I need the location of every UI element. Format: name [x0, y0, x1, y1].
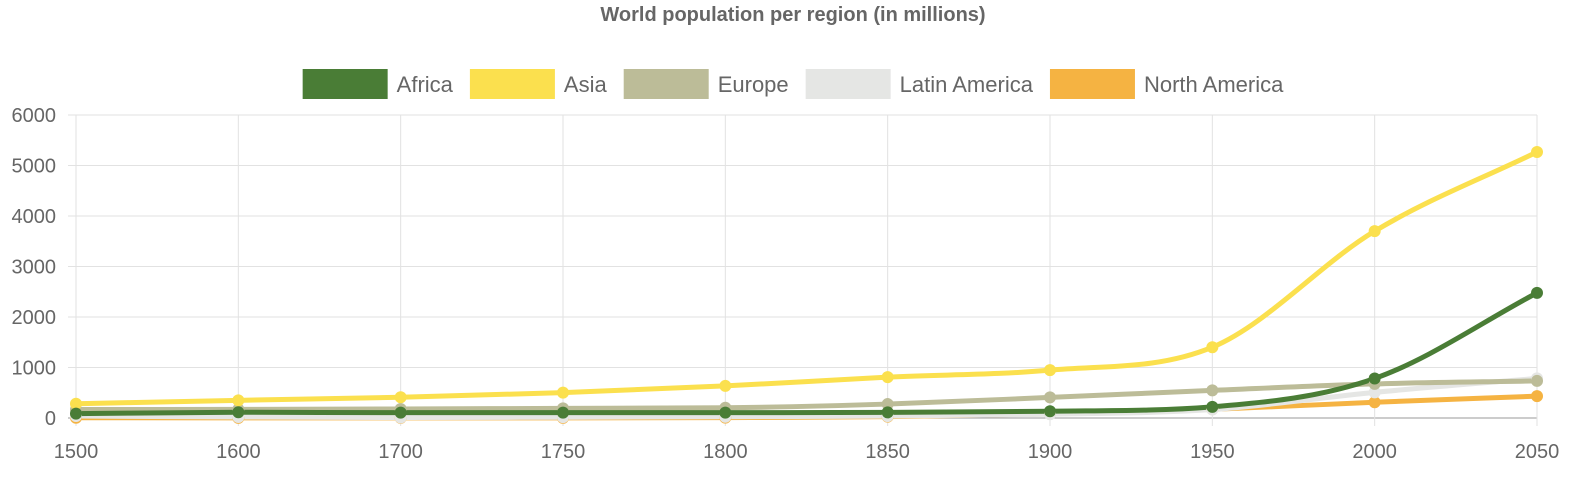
legend-item-latin-america[interactable]: Latin America [805, 69, 1034, 99]
data-point-asia-2050 [1531, 146, 1543, 159]
legend-item-europe[interactable]: Europe [623, 69, 789, 99]
legend-label-europe: Europe [718, 72, 789, 97]
data-point-asia-1750 [557, 386, 569, 399]
y-tick-label: 2000 [12, 307, 57, 329]
legend[interactable]: Africa Asia Europe Latin America North Ameri… [302, 69, 1284, 99]
data-point-africa-1750 [557, 406, 569, 419]
legend-label-asia: Asia [564, 72, 608, 97]
x-tick-label: 1700 [378, 441, 423, 463]
x-tick-label: 2050 [1515, 441, 1560, 463]
data-point-africa-1600 [232, 406, 245, 419]
y-tick-label: 5000 [12, 156, 57, 178]
data-point-latin-america-2000 [1368, 386, 1381, 399]
legend-label-africa: Africa [397, 72, 454, 97]
data-point-asia-1600 [232, 394, 245, 407]
series-line-latin-america [73, 375, 1540, 420]
data-point-africa-2000 [1368, 372, 1381, 385]
legend-swatch-europe [623, 69, 709, 99]
legend-label-north-america: North America [1144, 72, 1284, 97]
y-tick-label: 1000 [12, 358, 57, 380]
data-point-africa-1700 [394, 406, 407, 419]
data-point-africa-1850 [881, 406, 894, 419]
legend-label-latin-america: Latin America [900, 72, 1034, 97]
x-tick-label: 1500 [54, 441, 99, 463]
data-point-europe-1900 [1044, 391, 1056, 404]
chart-title: World population per region (in millions… [600, 4, 986, 26]
y-tick-label: 3000 [12, 257, 57, 279]
legend-swatch-africa [302, 69, 388, 99]
legend-item-north-america[interactable]: North America [1049, 69, 1284, 99]
series-line-europe [73, 378, 1540, 413]
y-tick-label: 6000 [12, 105, 57, 127]
data-point-africa-1900 [1044, 405, 1056, 418]
series-line-africa [73, 290, 1540, 417]
data-point-asia-1700 [394, 391, 407, 404]
legend-swatch-latin-america [805, 69, 891, 99]
axes: 0 1000 2000 3000 4000 5000 6000 1500 1600 1700 175… [12, 105, 1560, 463]
series-line-asia [73, 149, 1540, 407]
data-point-asia-1500 [70, 397, 82, 410]
x-tick-label: 1950 [1190, 441, 1235, 463]
data-point-africa-1800 [719, 406, 732, 419]
data-point-africa-1500 [70, 407, 82, 420]
data-point-asia-1800 [719, 379, 732, 392]
data-point-europe-2050 [1531, 374, 1543, 387]
data-point-africa-2050 [1531, 286, 1543, 299]
y-tick-label: 0 [45, 408, 56, 430]
legend-item-asia[interactable]: Asia [469, 69, 608, 99]
legend-item-africa[interactable]: Africa [302, 69, 454, 99]
x-tick-label: 1750 [541, 441, 586, 463]
x-tick-label: 1600 [216, 441, 261, 463]
data-point-europe-1850 [881, 398, 894, 411]
data-point-asia-1850 [881, 371, 894, 384]
x-tick-label: 2000 [1352, 441, 1397, 463]
data-point-north-america-2000 [1368, 396, 1381, 409]
x-tick-label: 1800 [703, 441, 748, 463]
data-point-asia-2000 [1368, 225, 1381, 238]
data-points [70, 146, 1543, 424]
series-lines [73, 149, 1540, 421]
legend-swatch-north-america [1049, 69, 1135, 99]
data-point-asia-1950 [1206, 341, 1219, 354]
y-tick-label: 4000 [12, 206, 57, 228]
x-tick-label: 1850 [865, 441, 910, 463]
x-tick-label: 1900 [1028, 441, 1073, 463]
legend-swatch-asia [469, 69, 555, 99]
data-point-north-america-2050 [1531, 390, 1543, 403]
data-point-asia-1900 [1044, 364, 1056, 377]
data-point-africa-1950 [1206, 400, 1219, 413]
data-point-europe-1950 [1206, 384, 1219, 397]
